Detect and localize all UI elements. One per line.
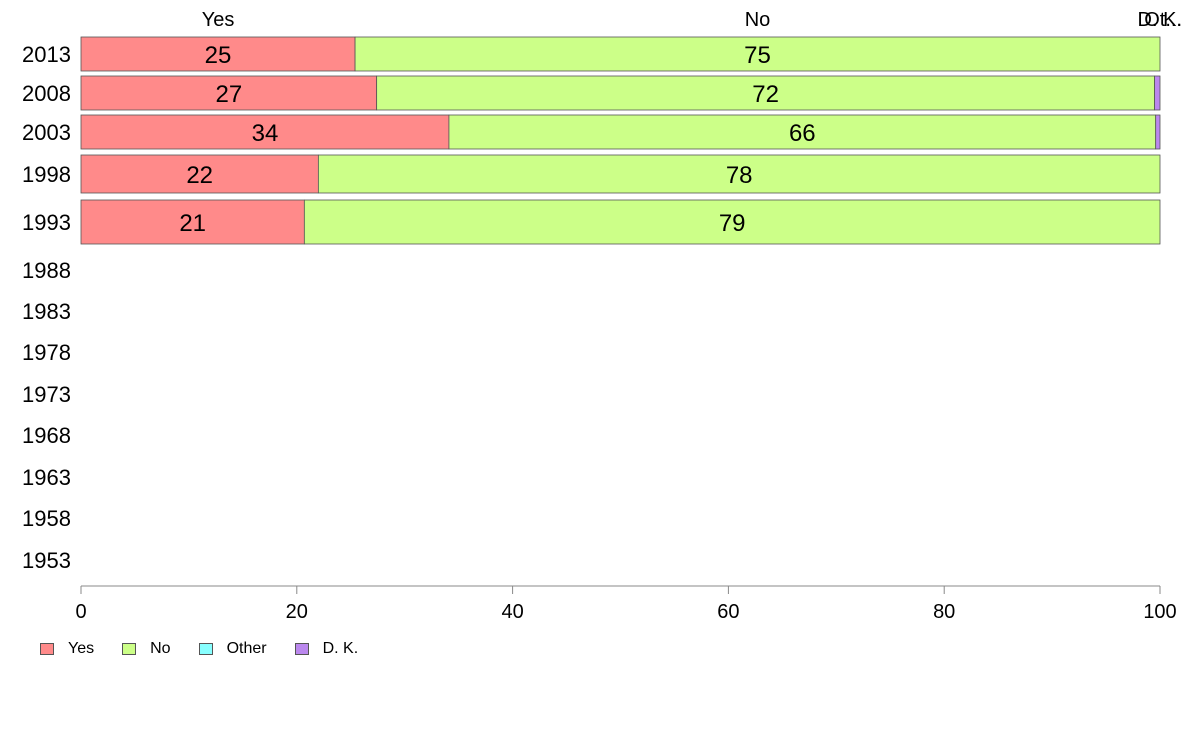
x-tick-label: 20 [286, 601, 308, 623]
y-tick-label: 1963 [22, 465, 71, 490]
y-tick-label: 1973 [22, 382, 71, 407]
x-tick-label: 60 [717, 601, 739, 623]
legend-label: D. K. [322, 640, 359, 657]
bar-segment [354, 36, 1161, 72]
legend-swatch [294, 643, 309, 655]
y-tick-label: 1983 [22, 299, 71, 324]
legend: Yes No Other D. K. [40, 640, 358, 658]
x-tick-label: 0 [75, 601, 86, 623]
legend-swatch [122, 643, 137, 655]
data-label: 66 [789, 120, 816, 147]
data-label: 75 [744, 42, 771, 69]
bar-segment [376, 75, 1156, 111]
bar-segment [80, 154, 319, 194]
y-tick-label: 1988 [22, 258, 71, 283]
y-tick-label: 1958 [22, 506, 71, 531]
y-tick-label: 1998 [22, 162, 71, 187]
legend-swatch [40, 643, 54, 655]
x-tick-label: 100 [1143, 601, 1176, 623]
top-label: No [745, 9, 771, 31]
legend-item: Yes [40, 640, 94, 658]
legend-item: Other [198, 640, 267, 658]
bar-segment [1154, 75, 1161, 111]
bar-segment [1155, 114, 1161, 150]
y-tick-label: 2003 [22, 120, 71, 145]
data-label: 72 [752, 81, 779, 108]
y-tick-label: 2013 [22, 42, 71, 67]
bar-segment [448, 114, 1157, 150]
legend-item: D. K. [294, 640, 359, 658]
legend-item: No [122, 640, 171, 658]
data-label: 78 [726, 162, 753, 189]
data-label: 22 [186, 162, 213, 189]
y-tick-label: 1953 [22, 548, 71, 573]
data-label: 79 [719, 210, 746, 237]
bar-segment [317, 154, 1161, 194]
y-tick-label: 1968 [22, 423, 71, 448]
top-label: D. K. [1138, 9, 1182, 31]
legend-label: Other [226, 640, 267, 657]
legend-label: Yes [68, 640, 95, 657]
y-tick-label: 1978 [22, 340, 71, 365]
legend-label: No [150, 640, 171, 657]
bar-segment [80, 114, 450, 150]
x-tick-label: 80 [933, 601, 955, 623]
bar-segment [303, 199, 1161, 245]
y-tick-label: 2008 [22, 81, 71, 106]
bar-segment [80, 199, 305, 245]
data-label: 21 [179, 210, 206, 237]
data-label: 25 [205, 42, 232, 69]
x-tick-label: 40 [501, 601, 523, 623]
top-label: Yes [202, 9, 235, 31]
bar-segment [80, 36, 356, 72]
bar-segment [80, 75, 378, 111]
top-label: Ot... [1144, 9, 1182, 31]
legend-swatch [198, 643, 213, 655]
y-tick-label: 1993 [22, 210, 71, 235]
data-label: 34 [252, 120, 279, 147]
data-label: 27 [215, 81, 242, 108]
